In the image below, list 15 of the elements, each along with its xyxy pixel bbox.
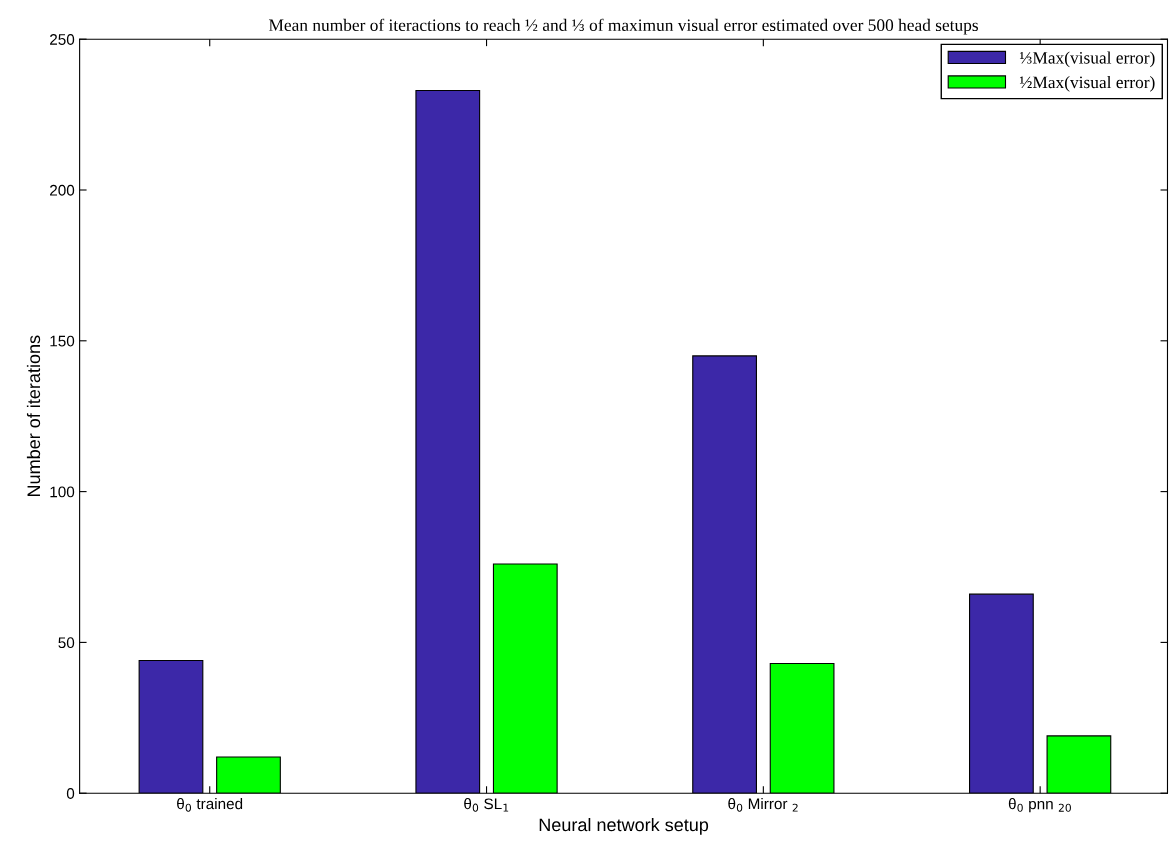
legend-label: ⅓Max(visual error): [1019, 51, 1155, 68]
y-axis-title: Number of iterations: [26, 335, 41, 496]
chart-title: Mean number of iteractions to reach ½ and ⅓ of maximun visual error estimated over 500 head setups: [268, 18, 978, 35]
x-axis-title: Neural network setup: [539, 817, 709, 835]
x-tick-label: θ$_{0}$ pnn $_{20}$: [1008, 798, 1071, 813]
y-tick-label: 200: [50, 184, 75, 196]
legend-label: ½Max(visual error): [1019, 75, 1155, 92]
y-tick-label: 250: [50, 34, 75, 45]
x-tick-label: θ$_{0}$ trained: [177, 797, 243, 812]
y-tick-label: 100: [50, 486, 75, 498]
y-tick-label: 150: [50, 335, 75, 347]
x-tick-label: θ$_{0}$ Mirror $_{2}$: [728, 797, 798, 812]
y-tick-label: 0: [66, 788, 75, 799]
x-tick-label: θ$_{0}$ SL$_{1}$: [464, 797, 509, 812]
y-tick-label: 50: [58, 637, 75, 649]
